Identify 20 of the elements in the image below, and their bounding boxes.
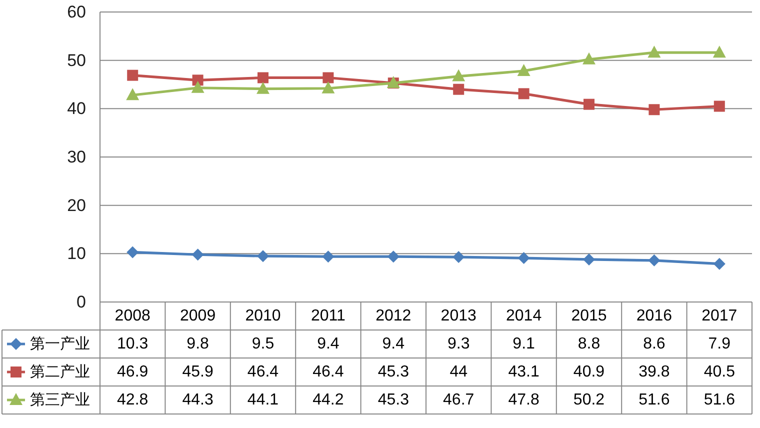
y-tick-label: 30 (67, 148, 86, 166)
x-tick-label: 2015 (571, 308, 607, 324)
x-tick-label: 2011 (310, 308, 346, 324)
x-tick-label: 2013 (440, 308, 476, 324)
x-tick-label: 2012 (376, 308, 412, 324)
y-tick-label: 60 (67, 2, 86, 22)
x-tick-label: 2014 (506, 308, 542, 324)
y-tick-label: 10 (67, 244, 86, 264)
legend-label: 第一产业 (30, 336, 90, 352)
y-tick-label: 20 (67, 196, 86, 215)
x-tick-label: 2017 (702, 308, 738, 324)
x-tick-label: 2016 (636, 308, 672, 324)
legend-label: 第二产业 (30, 364, 90, 380)
y-tick-label: 50 (67, 50, 86, 70)
x-tick-label: 2009 (180, 308, 216, 324)
y-tick-label: 0 (76, 292, 86, 312)
legend-label: 第三产业 (30, 392, 90, 408)
x-tick-label: 2010 (245, 308, 281, 324)
x-tick-label: 2008 (114, 308, 150, 324)
y-tick-label: 40 (67, 99, 86, 118)
